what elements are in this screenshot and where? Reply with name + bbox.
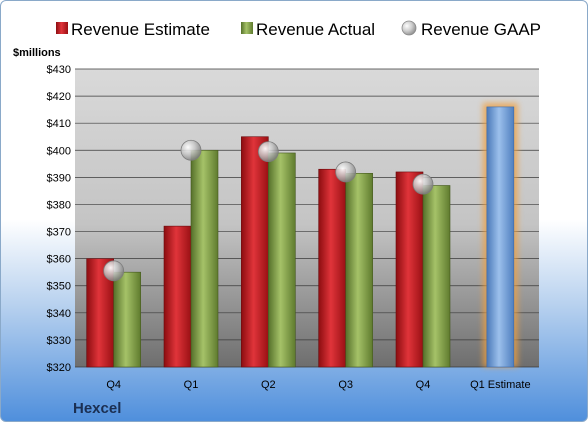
legend-swatch-gaap [401, 20, 417, 36]
bars [86, 102, 518, 368]
gaap-markers [103, 139, 434, 282]
gridlines [75, 68, 539, 368]
x-tick-label: Q3 [338, 379, 353, 391]
y-unit-label: $millions [13, 47, 61, 59]
legend-item-estimate: Revenue Estimate [56, 20, 210, 39]
y-tick-label: $350 [47, 281, 71, 293]
bar-actual [113, 271, 141, 368]
bar-actual [268, 152, 296, 368]
bar-estimate [163, 225, 192, 368]
gaap-marker [335, 161, 357, 183]
y-tick-label: $320 [47, 362, 71, 374]
bar-estimate [241, 136, 269, 368]
legend-label-actual: Revenue Actual [256, 20, 375, 39]
y-tick-label: $380 [47, 199, 71, 211]
x-tick-label: Q2 [261, 379, 276, 391]
legend-swatch-estimate [56, 22, 68, 34]
x-tick-label: Q1 [184, 379, 199, 391]
legend: Revenue Estimate Revenue Actual Revenue … [56, 20, 541, 39]
legend-swatch-actual [241, 22, 253, 34]
y-tick-label: $430 [47, 64, 71, 76]
y-tick-label: $370 [47, 227, 71, 239]
bar-actual [190, 149, 219, 368]
y-tick-label: $400 [47, 145, 71, 157]
bar-estimate [318, 168, 346, 368]
y-tick-label: $360 [47, 254, 71, 266]
gaap-marker [180, 139, 202, 161]
legend-label-estimate: Revenue Estimate [71, 20, 210, 39]
bar-actual [422, 185, 451, 368]
y-tick-label: $420 [47, 91, 71, 103]
legend-item-gaap: Revenue GAAP [401, 20, 541, 39]
bar-actual [345, 173, 373, 368]
gaap-marker [103, 260, 125, 282]
x-axis-ticks: Q4 Q1 Q2 Q3 Q4 Q1 Estimate [106, 379, 530, 391]
x-tick-label: Q1 Estimate [470, 379, 531, 391]
legend-item-actual: Revenue Actual [241, 20, 375, 39]
bar-estimate [395, 171, 424, 368]
legend-label-gaap: Revenue GAAP [421, 20, 541, 39]
y-tick-label: $330 [47, 335, 71, 347]
x-tick-label: Q4 [416, 379, 431, 391]
x-tick-label: Q4 [106, 379, 121, 391]
y-tick-label: $410 [47, 118, 71, 130]
bar-forecast [486, 106, 515, 368]
company-name: Hexcel [73, 400, 121, 417]
y-tick-label: $390 [47, 172, 71, 184]
y-tick-label: $340 [47, 308, 71, 320]
plot-area [75, 69, 539, 367]
gaap-marker [257, 141, 279, 163]
y-axis-ticks: $320 $330 $340 $350 $360 $370 $380 $390 $400 $410… [47, 64, 71, 374]
gaap-marker [412, 173, 434, 195]
